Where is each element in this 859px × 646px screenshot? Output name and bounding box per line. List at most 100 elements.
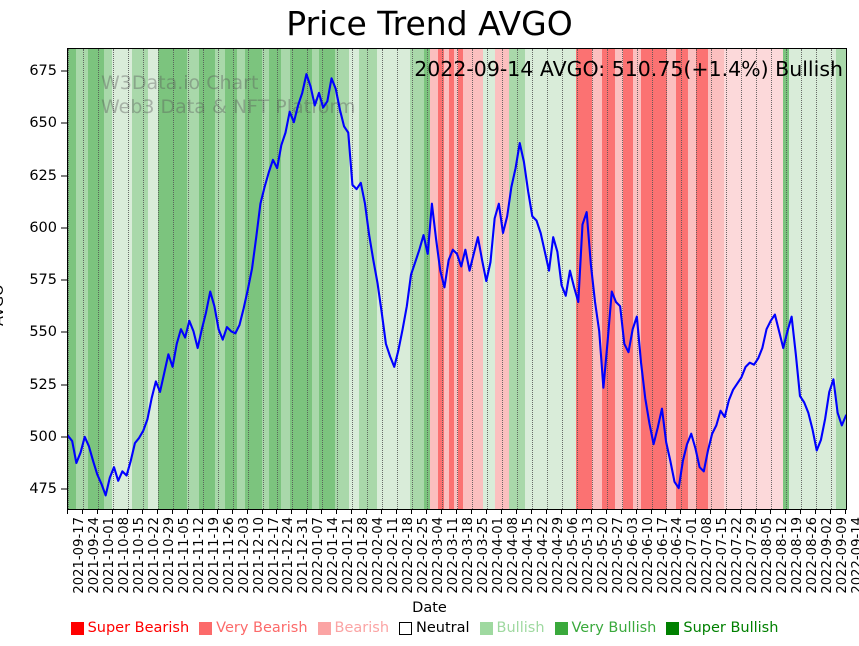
- y-axis: AVGO 475 500 525 550 575 600 625 650 675: [0, 48, 67, 510]
- grid-line: [846, 49, 847, 509]
- sentiment-band: [554, 49, 576, 509]
- x-tick-mark: [396, 509, 398, 514]
- x-tick-mark: [81, 509, 83, 514]
- x-tick-label: 2022-06-17: [655, 517, 671, 594]
- sentiment-band: [244, 49, 263, 509]
- x-tick-label: 2022-04-29: [550, 517, 566, 594]
- price-annotation: 2022-09-14 AVGO: 510.75(+1.4%) Bullish: [414, 57, 843, 81]
- x-tick-mark: [620, 509, 622, 514]
- x-tick-mark: [830, 509, 832, 514]
- y-tick-mark: [61, 436, 67, 438]
- x-tick-mark: [560, 509, 562, 514]
- x-axis-label: Date: [412, 600, 447, 616]
- sentiment-band: [289, 49, 312, 509]
- sentiment-band: [836, 49, 846, 509]
- x-tick-mark: [725, 509, 727, 514]
- x-tick-label: 2022-05-13: [580, 517, 596, 594]
- y-tick-mark: [61, 122, 67, 124]
- sentiment-band: [214, 49, 225, 509]
- x-tick-label: 2022-08-26: [805, 517, 821, 594]
- x-tick-mark: [216, 509, 218, 514]
- y-tick-label: 600: [29, 219, 57, 236]
- x-tick-label: 2022-04-08: [505, 517, 521, 594]
- x-tick-label: 2022-02-04: [371, 517, 387, 594]
- x-tick-label: 2022-03-04: [431, 517, 447, 594]
- legend-item[interactable]: Bearish: [317, 620, 389, 636]
- sentiment-band: [448, 49, 454, 509]
- x-tick-label: 2022-07-22: [730, 517, 746, 594]
- x-tick-mark: [381, 509, 383, 514]
- x-tick-label: 2021-12-03: [236, 517, 252, 594]
- sentiment-band: [688, 49, 697, 509]
- x-tick-mark: [665, 509, 667, 514]
- x-tick-mark: [411, 509, 413, 514]
- y-tick-label: 550: [29, 324, 57, 341]
- x-tick-mark: [156, 509, 158, 514]
- sentiment-band: [782, 49, 789, 509]
- x-tick-mark: [291, 509, 293, 514]
- sentiment-band: [75, 49, 88, 509]
- sentiment-band: [157, 49, 188, 509]
- sentiment-band: [319, 49, 336, 509]
- legend: Super Bearish Very Bearish Bearish Neutral B…: [0, 620, 859, 636]
- y-tick-mark: [61, 384, 67, 386]
- x-tick-label: 2022-07-15: [715, 517, 731, 594]
- x-tick-label: 2022-01-28: [356, 517, 372, 594]
- x-tick-label: 2022-01-07: [311, 517, 327, 594]
- legend-item[interactable]: Neutral: [399, 620, 470, 636]
- x-tick-label: 2021-12-10: [251, 517, 267, 594]
- sentiment-band: [437, 49, 444, 509]
- x-tick-label: 2022-09-14: [850, 517, 859, 594]
- x-tick-mark: [800, 509, 802, 514]
- x-tick-label: 2022-07-29: [745, 517, 761, 594]
- sentiment-band: [508, 49, 525, 509]
- x-tick-label: 2022-09-02: [820, 517, 836, 594]
- x-tick-label: 2022-08-05: [760, 517, 776, 594]
- x-tick-label: 2022-06-24: [670, 517, 686, 594]
- x-tick-label: 2022-08-12: [775, 517, 791, 594]
- x-tick-mark: [515, 509, 517, 514]
- y-tick-mark: [61, 331, 67, 333]
- x-tick-label: 2022-08-19: [790, 517, 806, 594]
- sentiment-band: [311, 49, 320, 509]
- x-tick-label: 2021-11-19: [206, 517, 222, 594]
- sentiment-band: [68, 49, 76, 509]
- y-tick-mark: [61, 488, 67, 490]
- x-tick-mark: [605, 509, 607, 514]
- x-tick-mark: [456, 509, 457, 514]
- x-tick-mark: [485, 509, 487, 514]
- x-tick-mark: [231, 509, 233, 514]
- legend-item[interactable]: Bullish: [479, 620, 545, 636]
- legend-item[interactable]: Very Bearish: [199, 620, 308, 636]
- x-tick-mark: [815, 509, 817, 514]
- x-tick-mark: [126, 509, 128, 514]
- x-tick-mark: [575, 509, 577, 514]
- legend-item[interactable]: Very Bullish: [554, 620, 656, 636]
- x-tick-mark: [590, 509, 592, 514]
- x-tick-mark: [171, 509, 173, 514]
- x-tick-label: 2021-09-24: [86, 517, 102, 594]
- x-tick-mark: [366, 509, 368, 514]
- y-tick-label: 575: [29, 272, 57, 289]
- x-tick-mark: [530, 509, 532, 514]
- sentiment-band: [187, 49, 200, 509]
- page-title: Price Trend AVGO: [286, 4, 573, 43]
- x-tick-label: 2021-11-12: [191, 517, 207, 594]
- y-tick-label: 650: [29, 115, 57, 132]
- x-tick-label: 2022-07-01: [685, 517, 701, 594]
- legend-swatch-icon: [479, 621, 493, 635]
- legend-label: Super Bearish: [87, 620, 190, 636]
- legend-item[interactable]: Super Bearish: [70, 620, 190, 636]
- x-tick-mark: [770, 509, 772, 514]
- sentiment-band: [483, 49, 495, 509]
- x-tick-mark: [276, 509, 278, 514]
- x-tick-mark: [351, 509, 353, 514]
- x-tick-mark: [755, 509, 757, 514]
- x-tick-label: 2021-12-17: [266, 517, 282, 594]
- x-tick-mark: [201, 509, 203, 514]
- x-tick-label: 2021-10-22: [146, 517, 162, 594]
- x-tick-label: 2022-01-14: [326, 517, 342, 594]
- legend-label: Neutral: [416, 620, 470, 636]
- legend-item[interactable]: Super Bullish: [666, 620, 778, 636]
